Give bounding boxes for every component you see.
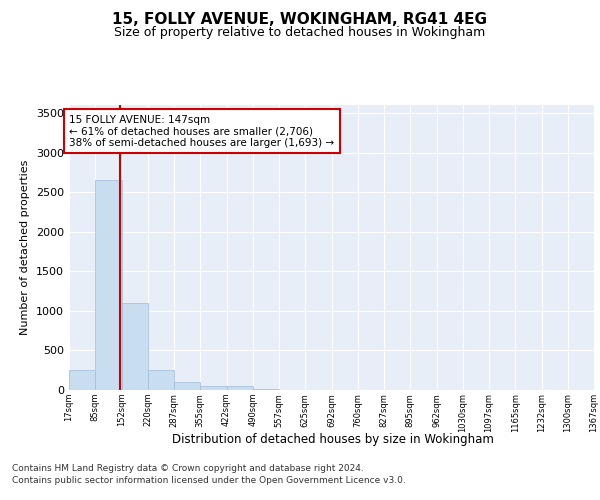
Bar: [174, 382, 200, 390]
Text: Size of property relative to detached houses in Wokingham: Size of property relative to detached ho…: [115, 26, 485, 39]
Bar: [69, 370, 95, 390]
Bar: [148, 370, 174, 390]
Text: Contains HM Land Registry data © Crown copyright and database right 2024.: Contains HM Land Registry data © Crown c…: [12, 464, 364, 473]
Bar: [253, 389, 279, 390]
Bar: [227, 386, 253, 390]
Text: 15, FOLLY AVENUE, WOKINGHAM, RG41 4EG: 15, FOLLY AVENUE, WOKINGHAM, RG41 4EG: [113, 12, 487, 28]
Text: Contains public sector information licensed under the Open Government Licence v3: Contains public sector information licen…: [12, 476, 406, 485]
Bar: [200, 386, 227, 390]
Bar: [121, 303, 148, 390]
Y-axis label: Number of detached properties: Number of detached properties: [20, 160, 31, 335]
Bar: [95, 180, 121, 390]
Text: Distribution of detached houses by size in Wokingham: Distribution of detached houses by size …: [172, 432, 494, 446]
Text: 15 FOLLY AVENUE: 147sqm
← 61% of detached houses are smaller (2,706)
38% of semi: 15 FOLLY AVENUE: 147sqm ← 61% of detache…: [69, 114, 334, 148]
